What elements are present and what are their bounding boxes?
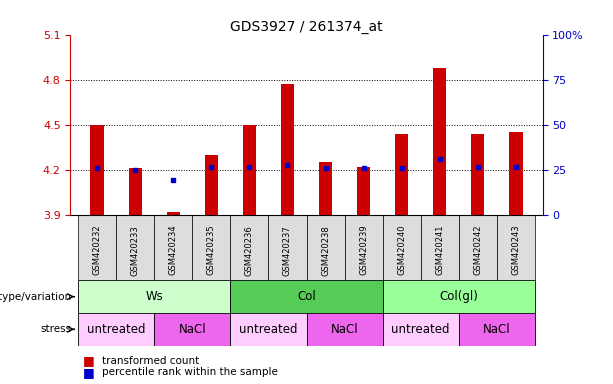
Bar: [459, 313, 535, 346]
Text: transformed count: transformed count: [102, 356, 200, 366]
Text: Ws: Ws: [145, 290, 163, 303]
Bar: [306, 313, 383, 346]
Text: Col(gl): Col(gl): [440, 290, 478, 303]
Text: stress: stress: [40, 324, 71, 334]
Bar: [383, 215, 421, 280]
Text: GSM420236: GSM420236: [245, 225, 254, 276]
Text: NaCl: NaCl: [483, 323, 511, 336]
Bar: [154, 313, 230, 346]
Bar: [306, 215, 345, 280]
Bar: [230, 280, 383, 313]
Bar: [319, 162, 332, 215]
Bar: [78, 313, 154, 346]
Bar: [116, 215, 154, 280]
Bar: [230, 313, 306, 346]
Title: GDS3927 / 261374_at: GDS3927 / 261374_at: [230, 20, 383, 33]
Text: ■: ■: [83, 366, 94, 379]
Bar: [268, 215, 306, 280]
Bar: [167, 212, 180, 215]
Bar: [192, 215, 230, 280]
Text: NaCl: NaCl: [178, 323, 206, 336]
Bar: [383, 280, 535, 313]
Bar: [509, 132, 522, 215]
Bar: [421, 215, 459, 280]
Text: GSM420242: GSM420242: [473, 225, 482, 275]
Bar: [129, 169, 142, 215]
Text: genotype/variation: genotype/variation: [0, 291, 71, 302]
Text: ■: ■: [83, 354, 94, 367]
Bar: [78, 280, 230, 313]
Bar: [459, 215, 497, 280]
Text: GSM420241: GSM420241: [435, 225, 444, 275]
Text: GSM420232: GSM420232: [93, 225, 102, 275]
Text: untreated: untreated: [392, 323, 450, 336]
Bar: [357, 167, 370, 215]
Bar: [154, 215, 192, 280]
Text: percentile rank within the sample: percentile rank within the sample: [102, 367, 278, 377]
Text: GSM420233: GSM420233: [131, 225, 140, 276]
Bar: [497, 215, 535, 280]
Text: NaCl: NaCl: [331, 323, 359, 336]
Text: GSM420237: GSM420237: [283, 225, 292, 276]
Text: GSM420240: GSM420240: [397, 225, 406, 275]
Text: Col: Col: [297, 290, 316, 303]
Bar: [471, 134, 484, 215]
Bar: [78, 215, 116, 280]
Bar: [205, 155, 218, 215]
Bar: [230, 215, 268, 280]
Text: GSM420235: GSM420235: [207, 225, 216, 275]
Text: GSM420243: GSM420243: [511, 225, 520, 275]
Text: untreated: untreated: [239, 323, 298, 336]
Bar: [281, 84, 294, 215]
Bar: [243, 125, 256, 215]
Text: GSM420239: GSM420239: [359, 225, 368, 275]
Text: GSM420234: GSM420234: [169, 225, 178, 275]
Text: untreated: untreated: [87, 323, 145, 336]
Text: GSM420238: GSM420238: [321, 225, 330, 276]
Bar: [383, 313, 459, 346]
Bar: [345, 215, 383, 280]
Bar: [433, 68, 446, 215]
Bar: [395, 134, 408, 215]
Bar: [91, 125, 104, 215]
